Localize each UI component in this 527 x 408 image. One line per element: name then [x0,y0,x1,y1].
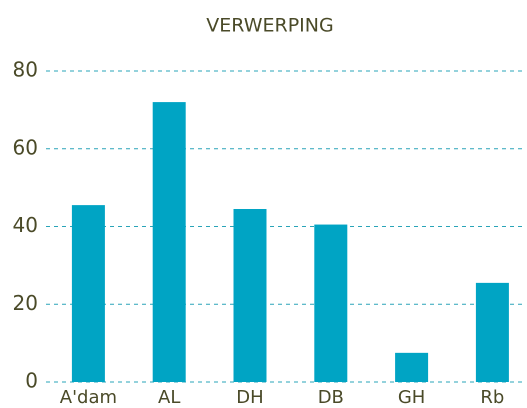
y-tick-label: 20 [13,291,38,315]
bar [475,282,509,382]
chart-title: VERWERPING [206,15,333,37]
bar [152,102,186,382]
y-tick-label: 0 [25,369,38,393]
bar [314,224,348,382]
bar [71,205,105,382]
y-tick-label: 80 [13,58,38,82]
y-tick-label: 40 [13,213,38,237]
y-tick-label: 60 [13,135,38,159]
bar [395,352,429,382]
bar [233,209,267,382]
x-tick-label: A'dam [60,387,117,408]
x-tick-label: GH [398,387,425,408]
x-tick-label: DB [318,387,344,408]
x-tick-label: AL [158,387,180,408]
x-tick-label: DH [236,387,263,408]
x-tick-label: Rb [480,387,504,408]
